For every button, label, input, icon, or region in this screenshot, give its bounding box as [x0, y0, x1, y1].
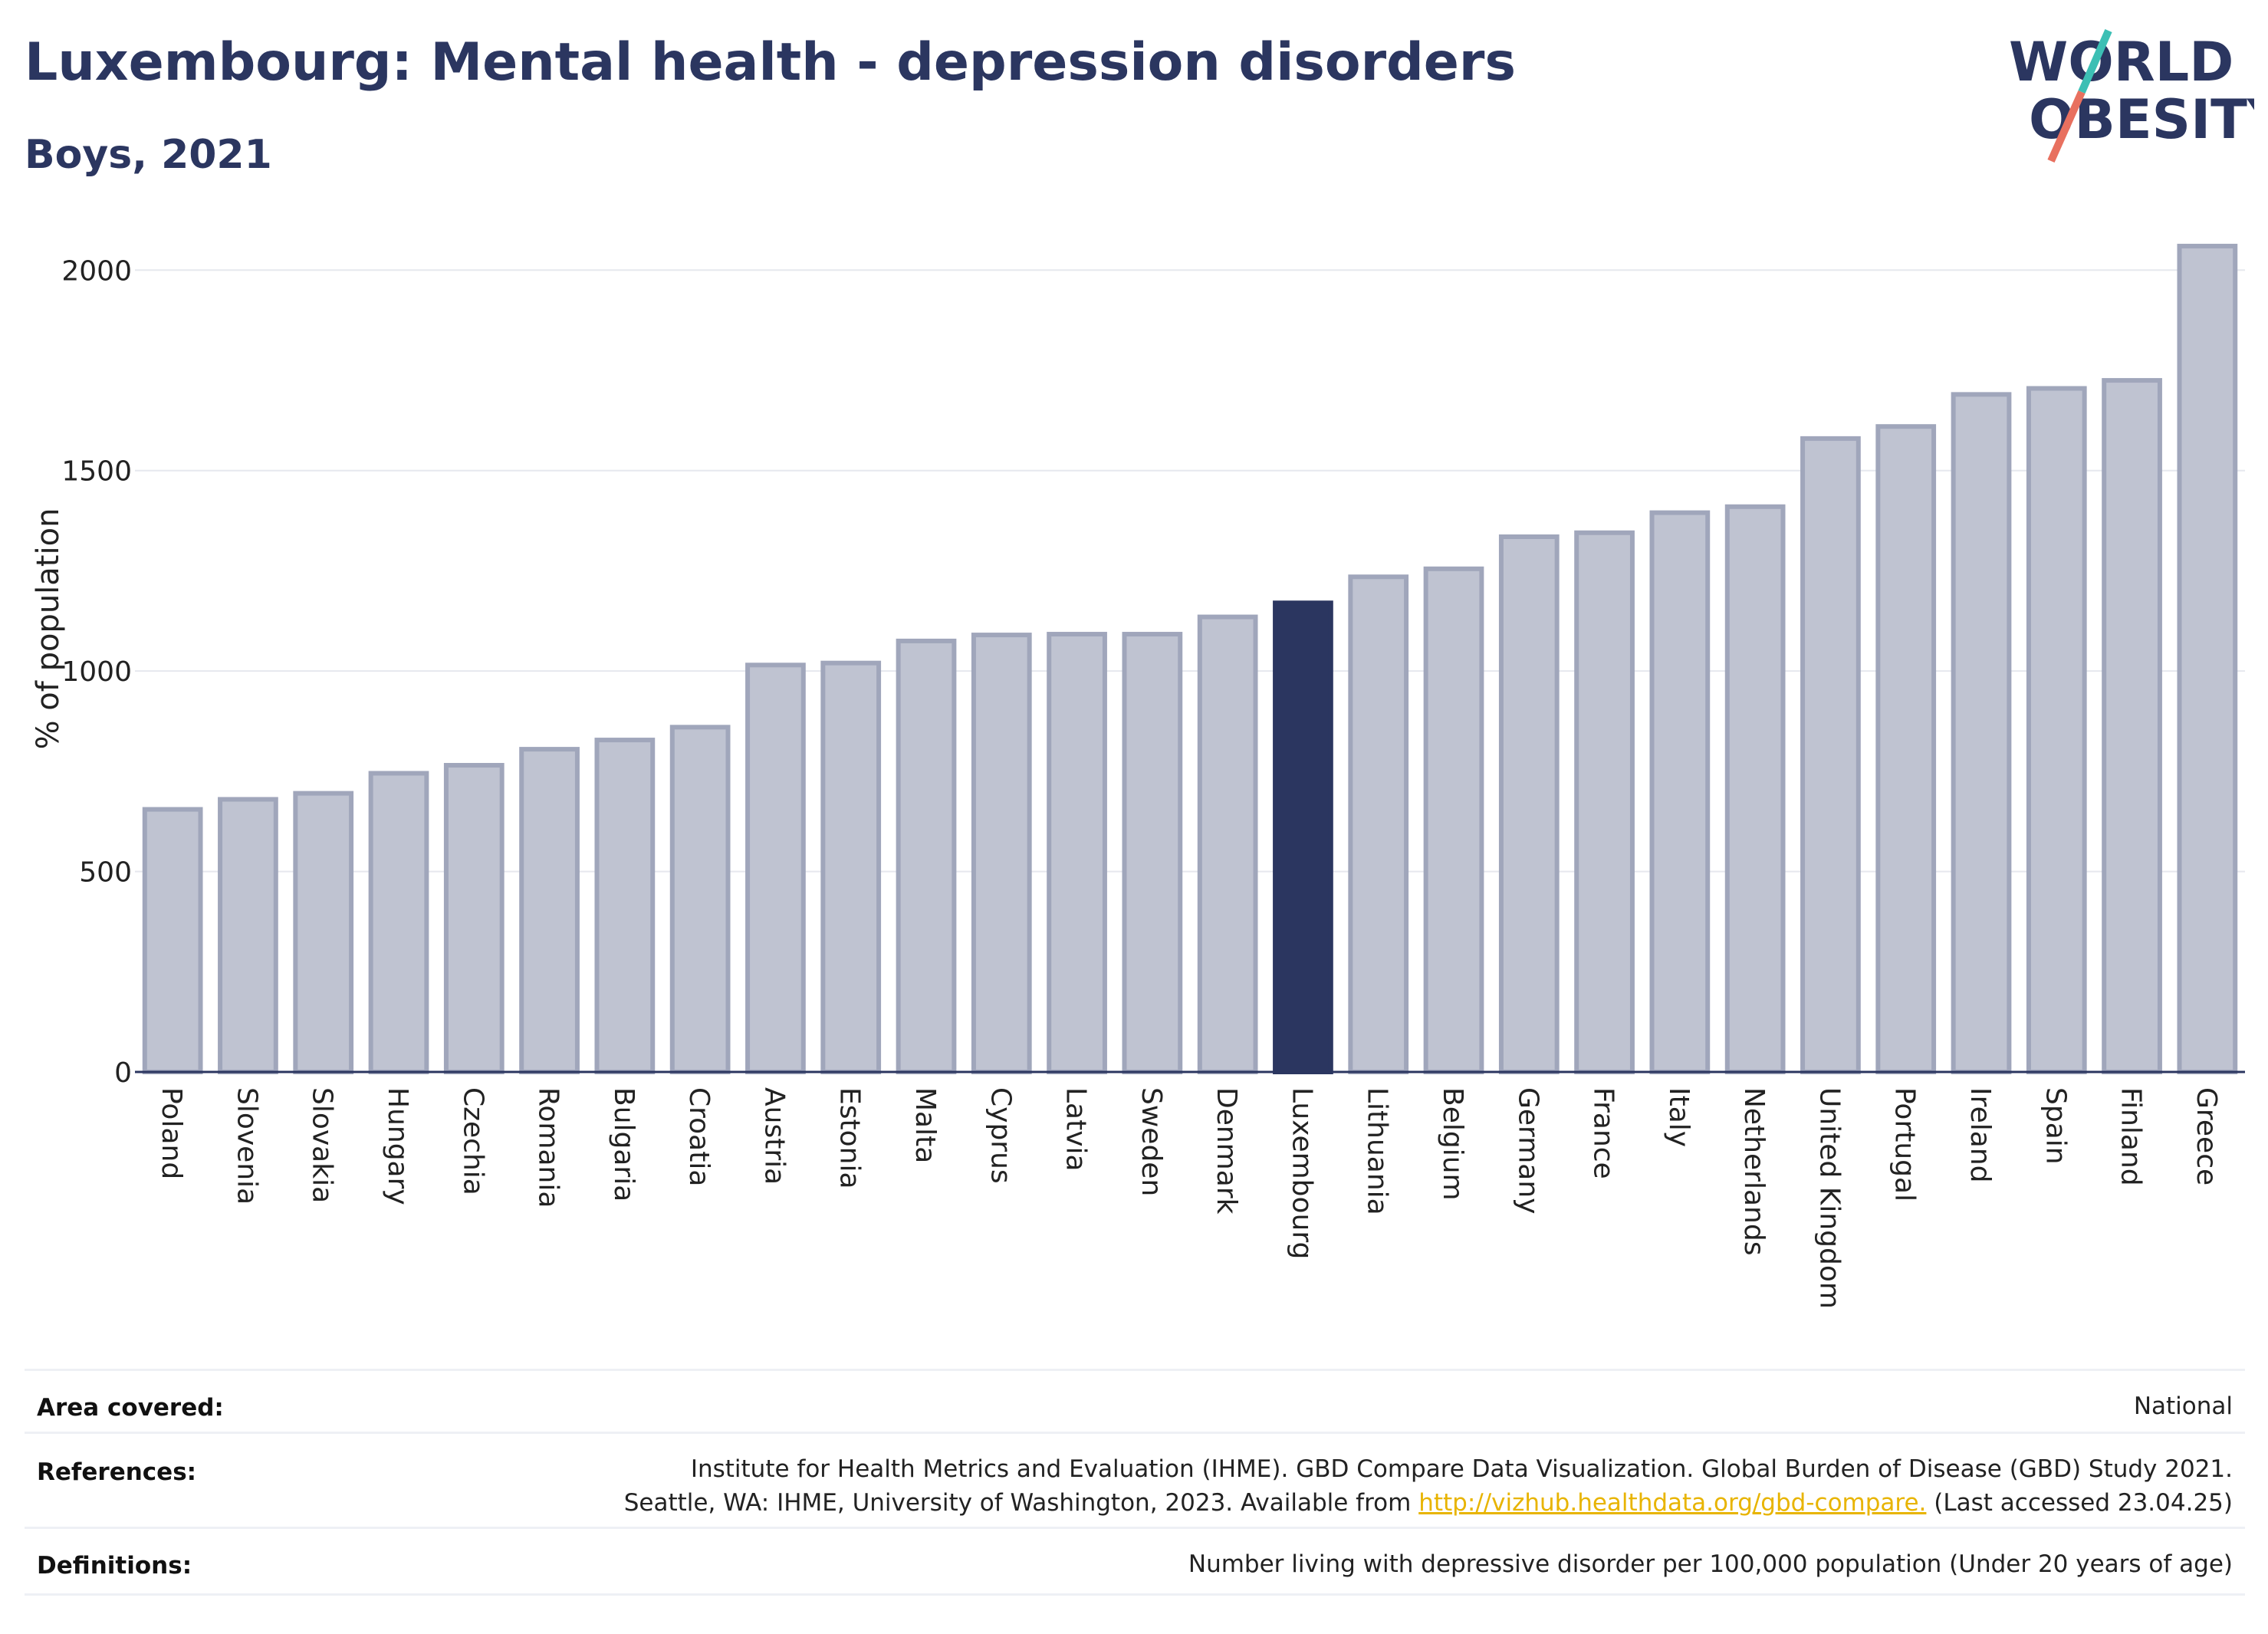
page-subtitle: Boys, 2021	[25, 132, 272, 178]
bar-spain	[2026, 386, 2087, 1074]
x-tick-label: United Kingdom	[1813, 1087, 1845, 1309]
bar-slovakia	[293, 791, 354, 1074]
bar-luxembourg	[1273, 600, 1333, 1074]
footer-row-definitions: Definitions: Number living with depressi…	[25, 1527, 2245, 1596]
bar-czechia	[443, 763, 505, 1074]
x-tick-label: Poland	[156, 1087, 187, 1179]
x-tick-label: Denmark	[1211, 1087, 1242, 1215]
x-tick-label: Romania	[533, 1087, 564, 1208]
bar-slovenia	[218, 797, 278, 1074]
footer-value-references-line1: Institute for Health Metrics and Evaluat…	[690, 1455, 2233, 1483]
bar-germany	[1498, 534, 1560, 1074]
x-tick-label: Luxembourg	[1286, 1087, 1317, 1259]
x-tick-label: Belgium	[1437, 1087, 1468, 1201]
x-tick-label: Ireland	[1964, 1087, 1996, 1183]
world-obesity-logo: WORLD OBESITY	[2009, 28, 2254, 163]
y-tick-label: 500	[79, 857, 132, 889]
references-line2-prefix: Seattle, WA: IHME, University of Washing…	[623, 1489, 1419, 1517]
x-tick-label: Portugal	[1889, 1087, 1921, 1202]
page-title: Luxembourg: Mental health - depression d…	[25, 32, 1516, 93]
bar-bulgaria	[594, 738, 656, 1074]
bar-portugal	[1875, 424, 1937, 1074]
bar-sweden	[1122, 632, 1183, 1074]
x-tick-label: Estonia	[834, 1087, 866, 1189]
y-tick-label: 1000	[61, 656, 132, 688]
bars	[142, 243, 2238, 1075]
bar-chart: 0 500 1000 1500 2000 Poland Slovenia Slovakia Hu…	[31, 243, 2245, 1309]
bar-hungary	[368, 771, 429, 1074]
footer-value-definitions: Number living with depressive disorder p…	[1188, 1550, 2233, 1578]
x-tick-label: Czechia	[457, 1087, 488, 1195]
x-tick-label: Malta	[909, 1087, 941, 1163]
references-line2-suffix: (Last accessed 23.04.25)	[1926, 1489, 2233, 1517]
y-tick-label: 1500	[61, 456, 132, 488]
logo-slash-coral	[2047, 90, 2086, 163]
x-tick-label: Slovakia	[307, 1087, 338, 1203]
bar-croatia	[669, 725, 731, 1074]
x-tick-label: Lithuania	[1362, 1087, 1393, 1215]
bar-estonia	[820, 660, 882, 1074]
x-tick-label: Netherlands	[1738, 1087, 1770, 1255]
x-tick-label: Finland	[2115, 1087, 2147, 1186]
y-tick-label: 2000	[61, 255, 132, 287]
bar-belgium	[1423, 566, 1484, 1074]
bar-ireland	[1951, 392, 2012, 1074]
bar-netherlands	[1724, 504, 1786, 1074]
bar-denmark	[1197, 614, 1258, 1074]
tick-labels: 0 500 1000 1500 2000 Poland Slovenia Slovakia Hu…	[61, 255, 2221, 1309]
logo-line1: WORLD	[2009, 31, 2233, 94]
y-tick-label: 0	[114, 1057, 132, 1089]
x-tick-label: Spain	[2040, 1087, 2071, 1165]
x-tick-label: Hungary	[382, 1087, 413, 1205]
x-tick-label: Latvia	[1060, 1087, 1092, 1172]
bar-france	[1574, 530, 1635, 1074]
footer-label-references: References:	[37, 1458, 197, 1486]
bar-poland	[142, 807, 203, 1074]
x-tick-label: Italy	[1663, 1087, 1694, 1147]
bar-romania	[519, 747, 580, 1074]
y-axis-label: % of population	[31, 508, 66, 750]
footer-label-area: Area covered:	[37, 1394, 224, 1422]
x-tick-label: France	[1588, 1087, 1619, 1179]
bar-finland	[2102, 378, 2162, 1075]
x-tick-label: Greece	[2191, 1087, 2222, 1185]
logo-slash-teal	[2078, 28, 2112, 94]
references-link[interactable]: http://vizhub.healthdata.org/gbd-compare…	[1418, 1489, 1927, 1517]
bar-austria	[745, 662, 806, 1074]
bar-latvia	[1047, 632, 1107, 1074]
x-tick-label: Croatia	[683, 1087, 715, 1186]
x-tick-label: Slovenia	[231, 1087, 262, 1205]
bar-united-kingdom	[1800, 436, 1861, 1074]
x-tick-label: Bulgaria	[608, 1087, 639, 1202]
x-tick-label: Cyprus	[984, 1087, 1016, 1184]
footer-row-references: References: Institute for Health Metrics…	[25, 1432, 2245, 1529]
bar-greece	[2177, 243, 2238, 1074]
bar-lithuania	[1348, 574, 1409, 1074]
bar-cyprus	[971, 633, 1032, 1074]
footer-label-definitions: Definitions:	[37, 1552, 192, 1580]
x-tick-label: Germany	[1512, 1087, 1543, 1214]
x-tick-label: Sweden	[1136, 1087, 1167, 1196]
bar-italy	[1649, 510, 1711, 1074]
footer-value-area: National	[2133, 1392, 2233, 1420]
x-tick-label: Austria	[758, 1087, 790, 1185]
footer-row-area: Area covered: National	[25, 1369, 2245, 1434]
bar-malta	[896, 638, 957, 1074]
footer-value-references-line2: Seattle, WA: IHME, University of Washing…	[624, 1486, 2233, 1520]
